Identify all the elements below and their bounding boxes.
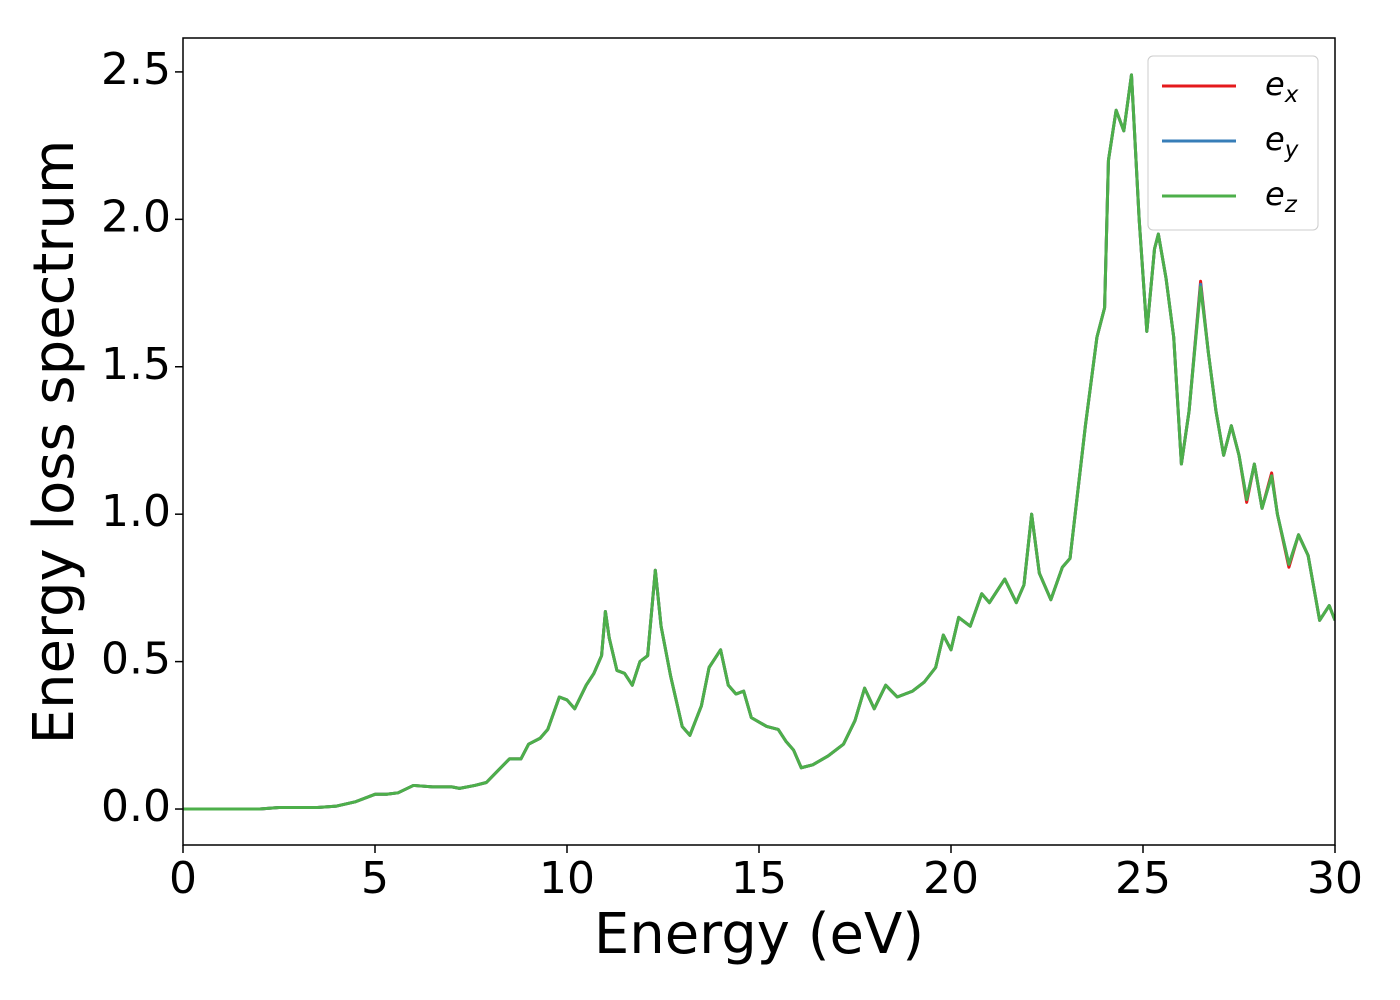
y-tick-label: 0.5 <box>101 634 171 685</box>
legend-box <box>1147 55 1319 231</box>
x-tick-label: 10 <box>539 853 595 904</box>
legend-label: ey <box>1265 120 1299 163</box>
plot-frame <box>182 37 1336 846</box>
y-tick-label: 1.0 <box>101 486 171 537</box>
x-tick-label: 0 <box>169 853 197 904</box>
y-tick-label: 0.0 <box>101 781 171 832</box>
x-tick-label: 5 <box>361 853 389 904</box>
series-line <box>183 73 1335 811</box>
x-tick-label: 30 <box>1307 853 1363 904</box>
x-axis-label: Energy (eV) <box>594 902 924 967</box>
legend-label: ez <box>1265 175 1298 218</box>
legend-label: ex <box>1265 65 1299 108</box>
x-tick-label: 20 <box>923 853 979 904</box>
y-axis-label: Energy loss spectrum <box>22 140 87 745</box>
y-tick-label: 1.5 <box>101 339 171 390</box>
x-tick-label: 25 <box>1115 853 1171 904</box>
x-tick-label: 15 <box>731 853 787 904</box>
y-tick-label: 2.0 <box>101 191 171 242</box>
y-tick-label: 2.5 <box>101 44 171 95</box>
